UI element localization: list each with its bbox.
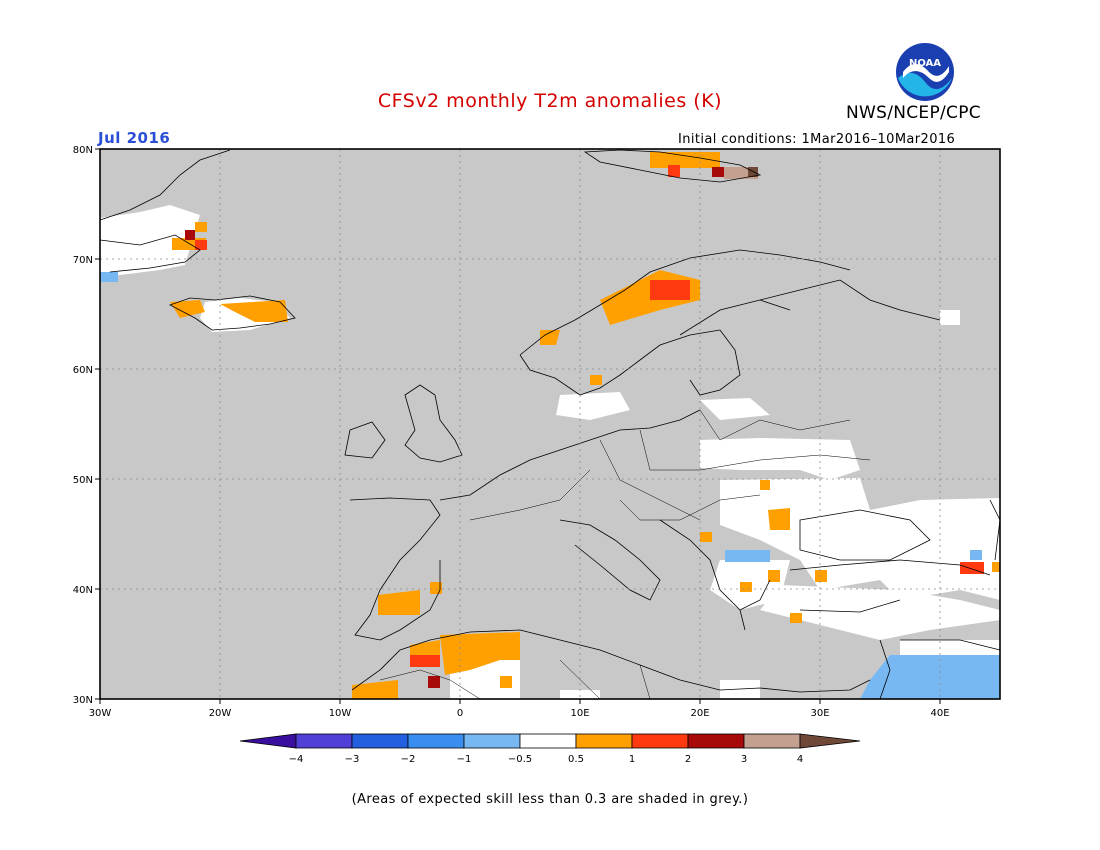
colorbar-label-05: 0.5 [568,754,584,765]
lat-label-50n: 50N [73,475,93,486]
lon-label-10w: 10W [329,708,352,719]
lat-label-40n: 40N [73,585,93,596]
skill-footnote: (Areas of expected skill less than 0.3 a… [351,792,749,807]
colorbar-label-4: 4 [797,754,803,765]
axis-ticks [95,148,941,704]
colorbar-cell-5 [519,733,577,749]
colorbar-cell-1 [295,733,353,749]
agency-label: NWS/NCEP/CPC [846,103,981,123]
colorbar-cell-8 [687,733,745,749]
initial-conditions: Initial conditions: 1Mar2016–10Mar2016 [678,132,956,147]
colorbar-cell-4 [463,733,521,749]
map-frame [99,148,1001,700]
colorbar-cell-6 [575,733,633,749]
colorbar-labels: −4 −3 −2 −1 −0.5 0.5 1 2 3 4 [289,754,804,765]
lon-label-30w: 30W [89,708,112,719]
colorbar-label-2: 2 [685,754,691,765]
cold-anomaly-regions [100,272,1000,699]
lon-label-10e: 10E [570,708,589,719]
lon-label-0: 0 [457,708,463,719]
map-title: CFSv2 monthly T2m anomalies (K) [377,90,723,112]
colorbar-label-neg1: −1 [457,754,472,765]
colorbar-cell-0 [239,733,297,749]
noaa-logo: NOAA [896,43,954,101]
lon-label-40e: 40E [930,708,949,719]
lat-lon-grid [100,149,1000,699]
strong-warm-regions [195,165,984,667]
colorbar-cell-9 [743,733,801,749]
colorbar-label-neg05: −0.5 [508,754,532,765]
colorbar-cell-7 [631,733,689,749]
lon-labels: 30W 20W 10W 0 10E 20E 30E 40E [89,708,950,719]
lon-label-20w: 20W [209,708,232,719]
coastlines [99,149,1001,700]
colorbar-label-neg3: −3 [345,754,360,765]
colorbar-cell-2 [351,733,409,749]
colorbar-label-neg2: −2 [401,754,416,765]
forecast-month: Jul 2016 [98,129,171,147]
colorbar [239,733,861,749]
lat-label-60n: 60N [73,365,93,376]
colorbar-label-3: 3 [741,754,747,765]
lat-label-70n: 70N [73,255,93,266]
colorbar-label-neg4: −4 [289,754,304,765]
lat-label-80n: 80N [73,145,93,156]
lat-labels: 80N 70N 60N 50N 40N 30N [73,145,93,706]
colorbar-cell-10 [799,733,861,749]
logo-text: NOAA [909,58,941,69]
colorbar-label-1: 1 [629,754,635,765]
lon-label-30e: 30E [810,708,829,719]
country-borders [379,409,871,700]
colorbar-cell-3 [407,733,465,749]
lon-label-20e: 20E [690,708,709,719]
anomaly-map: 80N 70N 60N 50N 40N 30N 30W 20W 10W 0 10… [73,145,1001,765]
lat-label-30n: 30N [73,695,93,706]
